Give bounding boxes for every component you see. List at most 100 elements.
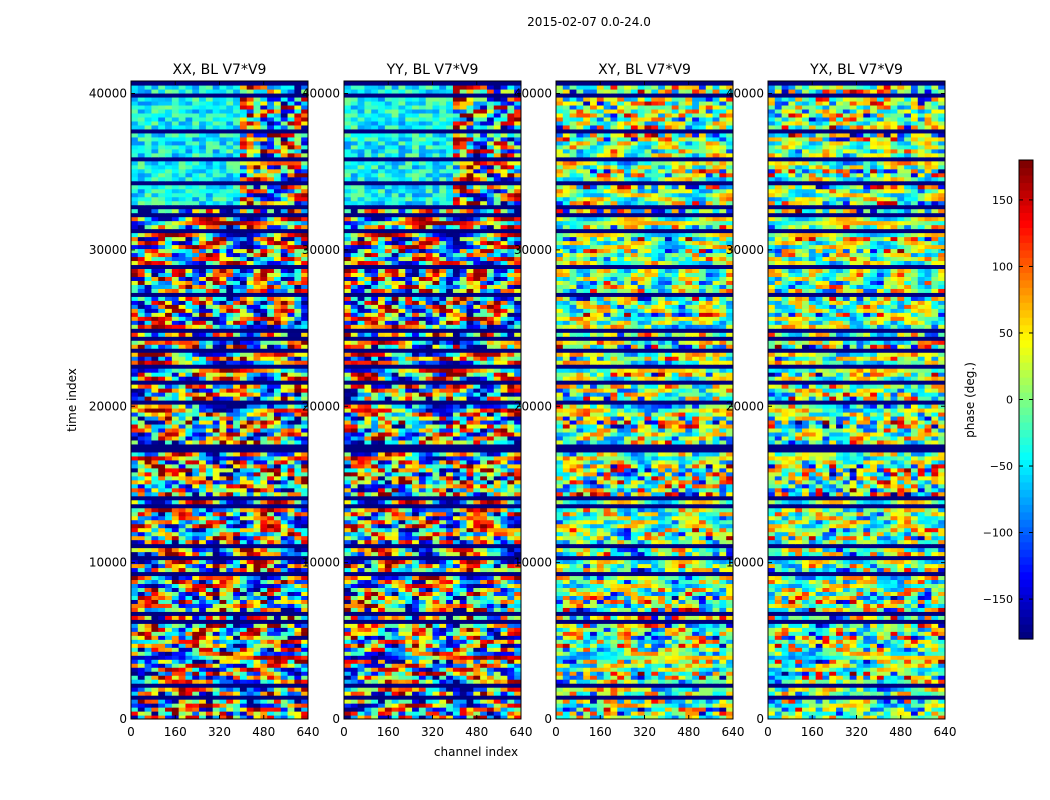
y-tick-label: 10000 xyxy=(514,556,552,570)
panel-0: XX, BL V7*V9 0 160 320 480 640 0 10000 20000 3000… xyxy=(89,62,320,739)
colorbar-tick-label: 0 xyxy=(1006,394,1013,407)
colorbar-segment xyxy=(1019,369,1033,378)
y-tick-label: 20000 xyxy=(302,399,340,413)
colorbar-segment xyxy=(1019,609,1033,618)
panel-title: YY, BL V7*V9 xyxy=(386,62,479,78)
x-tick-label: 0 xyxy=(340,725,348,739)
colorbar-segment xyxy=(1019,204,1033,213)
y-tick-label: 20000 xyxy=(726,399,764,413)
colorbar-tick-label: −100 xyxy=(983,527,1013,540)
x-tick-label: 640 xyxy=(934,725,957,739)
x-tick-label: 480 xyxy=(465,725,488,739)
colorbar-segment xyxy=(1019,549,1033,558)
y-tick-label: 10000 xyxy=(726,556,764,570)
x-tick-label: 0 xyxy=(764,725,772,739)
colorbar-segment xyxy=(1019,414,1033,423)
colorbar-segment xyxy=(1019,624,1033,633)
colorbar-segment xyxy=(1019,496,1033,505)
y-tick-label: 30000 xyxy=(514,243,552,257)
colorbar-segment xyxy=(1019,287,1033,296)
y-tick-label: 40000 xyxy=(726,87,764,101)
colorbar-segment xyxy=(1019,474,1033,483)
heatmap-image xyxy=(768,81,945,719)
colorbar-segment xyxy=(1019,586,1033,595)
colorbar-segment xyxy=(1019,541,1033,550)
colorbar-segment xyxy=(1019,459,1033,468)
y-tick-label: 10000 xyxy=(89,556,127,570)
panel-title: XY, BL V7*V9 xyxy=(598,62,691,78)
colorbar-segment xyxy=(1019,564,1033,573)
colorbar-segment xyxy=(1019,219,1033,228)
y-tick-label: 40000 xyxy=(302,87,340,101)
colorbar-segment xyxy=(1019,227,1033,236)
panel-title: YX, BL V7*V9 xyxy=(809,62,903,78)
heatmap-image xyxy=(131,81,308,719)
y-tick-label: 10000 xyxy=(302,556,340,570)
y-axis-label: time index xyxy=(65,368,79,432)
colorbar-tick-label: 50 xyxy=(999,327,1013,340)
colorbar-segment xyxy=(1019,579,1033,588)
x-tick-label: 640 xyxy=(297,725,320,739)
x-tick-label: 480 xyxy=(889,725,912,739)
y-tick-label: 20000 xyxy=(89,399,127,413)
y-tick-label: 40000 xyxy=(514,87,552,101)
colorbar-segment xyxy=(1019,601,1033,610)
colorbar-segment xyxy=(1019,302,1033,311)
colorbar-segment xyxy=(1019,347,1033,356)
colorbar-segment xyxy=(1019,511,1033,520)
colorbar-segment xyxy=(1019,436,1033,446)
colorbar-segment xyxy=(1019,197,1033,206)
colorbar-segment xyxy=(1019,294,1033,303)
colorbar-segment xyxy=(1019,317,1033,326)
colorbar-segment xyxy=(1019,616,1033,625)
colorbar-segment xyxy=(1019,466,1033,475)
colorbar-segment xyxy=(1019,451,1033,460)
colorbar: −150 −100 −50 0 50 100 150 xyxy=(983,159,1034,640)
colorbar-segment xyxy=(1019,167,1033,176)
colorbar-segment xyxy=(1019,362,1033,371)
colorbar-segment xyxy=(1019,377,1033,386)
panel-3: YX, BL V7*V9 0 160 320 480 640 0 10000 20000 3000… xyxy=(726,62,957,739)
x-tick-label: 480 xyxy=(677,725,700,739)
colorbar-segment xyxy=(1019,489,1033,498)
x-tick-label: 0 xyxy=(127,725,135,739)
colorbar-segment xyxy=(1019,481,1033,490)
colorbar-segment xyxy=(1019,406,1033,416)
colorbar-segment xyxy=(1019,182,1033,191)
x-tick-label: 160 xyxy=(377,725,400,739)
colorbar-label: phase (deg.) xyxy=(963,362,977,438)
colorbar-segment xyxy=(1019,272,1033,281)
x-tick-label: 480 xyxy=(252,725,275,739)
x-tick-label: 160 xyxy=(801,725,824,739)
colorbar-tick-label: −150 xyxy=(983,593,1013,606)
colorbar-segment xyxy=(1019,631,1033,640)
y-tick-label: 40000 xyxy=(89,87,127,101)
colorbar-segment xyxy=(1019,279,1033,288)
x-tick-label: 320 xyxy=(208,725,231,739)
x-tick-label: 160 xyxy=(164,725,187,739)
y-tick-label: 30000 xyxy=(302,243,340,257)
heatmap-image xyxy=(344,81,521,719)
colorbar-segment xyxy=(1019,339,1033,348)
colorbar-segment xyxy=(1019,384,1033,393)
colorbar-segment xyxy=(1019,571,1033,580)
y-tick-label: 30000 xyxy=(726,243,764,257)
y-tick-label: 0 xyxy=(119,712,127,726)
colorbar-segment xyxy=(1019,594,1033,603)
x-tick-label: 320 xyxy=(633,725,656,739)
colorbar-segment xyxy=(1019,212,1033,221)
y-tick-label: 0 xyxy=(332,712,340,726)
x-tick-label: 320 xyxy=(845,725,868,739)
panel-1: YY, BL V7*V9 0 160 320 480 640 0 10000 20000 3000… xyxy=(302,62,533,739)
colorbar-segment xyxy=(1019,309,1033,318)
figure-suptitle: 2015-02-07 0.0-24.0 xyxy=(527,15,651,29)
colorbar-segment xyxy=(1019,189,1033,199)
colorbar-tick-label: 100 xyxy=(992,260,1013,273)
colorbar-segment xyxy=(1019,174,1033,184)
colorbar-segment xyxy=(1019,257,1033,266)
x-tick-label: 0 xyxy=(552,725,560,739)
colorbar-segment xyxy=(1019,160,1033,169)
colorbar-segment xyxy=(1019,354,1033,363)
colorbar-tick-label: 150 xyxy=(992,194,1013,207)
